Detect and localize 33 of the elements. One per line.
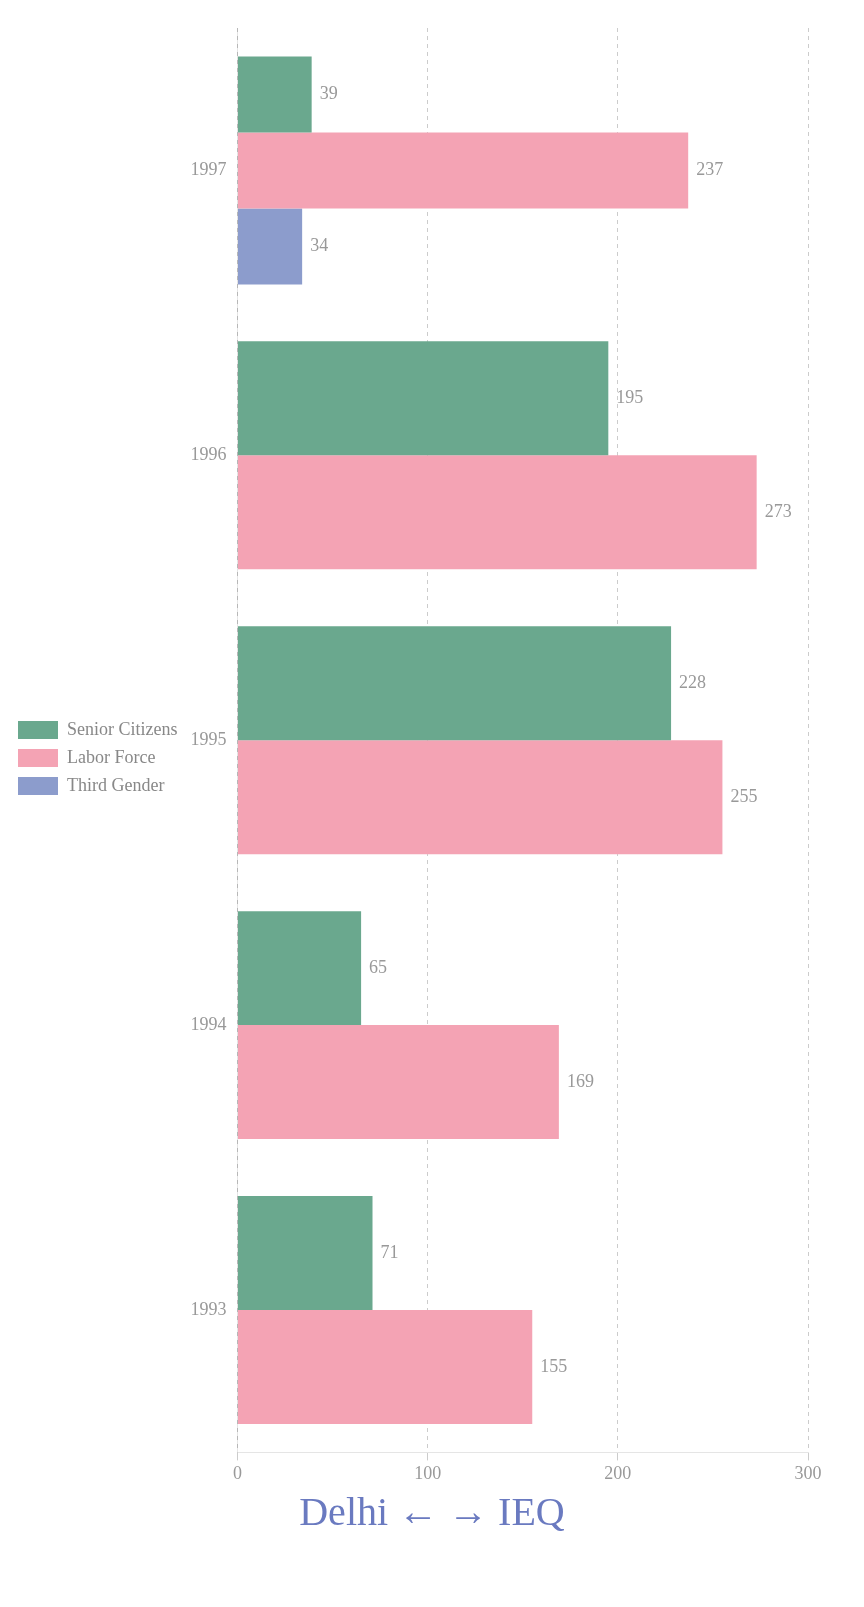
data-label: 255 bbox=[730, 785, 758, 806]
y-tick-label: 1993 bbox=[190, 1298, 227, 1319]
data-label: 39 bbox=[319, 83, 338, 104]
y-tick-label: 1996 bbox=[190, 444, 227, 465]
y-tick-label: 1994 bbox=[190, 1013, 227, 1034]
data-label: 34 bbox=[310, 235, 329, 256]
data-label: 237 bbox=[696, 159, 724, 180]
data-label: 228 bbox=[679, 671, 707, 692]
bar bbox=[237, 911, 362, 1026]
x-tick-label: 200 bbox=[604, 1462, 632, 1483]
bar bbox=[237, 1025, 559, 1140]
data-label: 195 bbox=[616, 387, 644, 408]
bar bbox=[237, 626, 672, 741]
data-label: 65 bbox=[369, 956, 388, 977]
bar bbox=[237, 341, 609, 456]
bar bbox=[237, 208, 303, 285]
bar bbox=[237, 1196, 373, 1310]
x-tick-label: 0 bbox=[232, 1462, 242, 1483]
data-label: 273 bbox=[764, 501, 792, 522]
legend-label: Third Gender bbox=[67, 774, 165, 795]
data-label: 155 bbox=[540, 1355, 568, 1376]
y-tick-label: 1995 bbox=[190, 728, 227, 749]
bar bbox=[237, 1309, 533, 1424]
data-label: 71 bbox=[380, 1241, 399, 1262]
legend-label: Labor Force bbox=[67, 746, 156, 767]
y-tick-label: 1997 bbox=[190, 159, 227, 180]
legend-label: Senior Citizens bbox=[67, 718, 178, 739]
bar bbox=[237, 740, 723, 855]
bar bbox=[237, 455, 757, 570]
data-label: 169 bbox=[566, 1070, 594, 1091]
x-tick-label: 100 bbox=[414, 1462, 442, 1483]
text: Delhi ← → IEQ bbox=[298, 1488, 566, 1535]
x-tick-label: 300 bbox=[794, 1462, 822, 1483]
